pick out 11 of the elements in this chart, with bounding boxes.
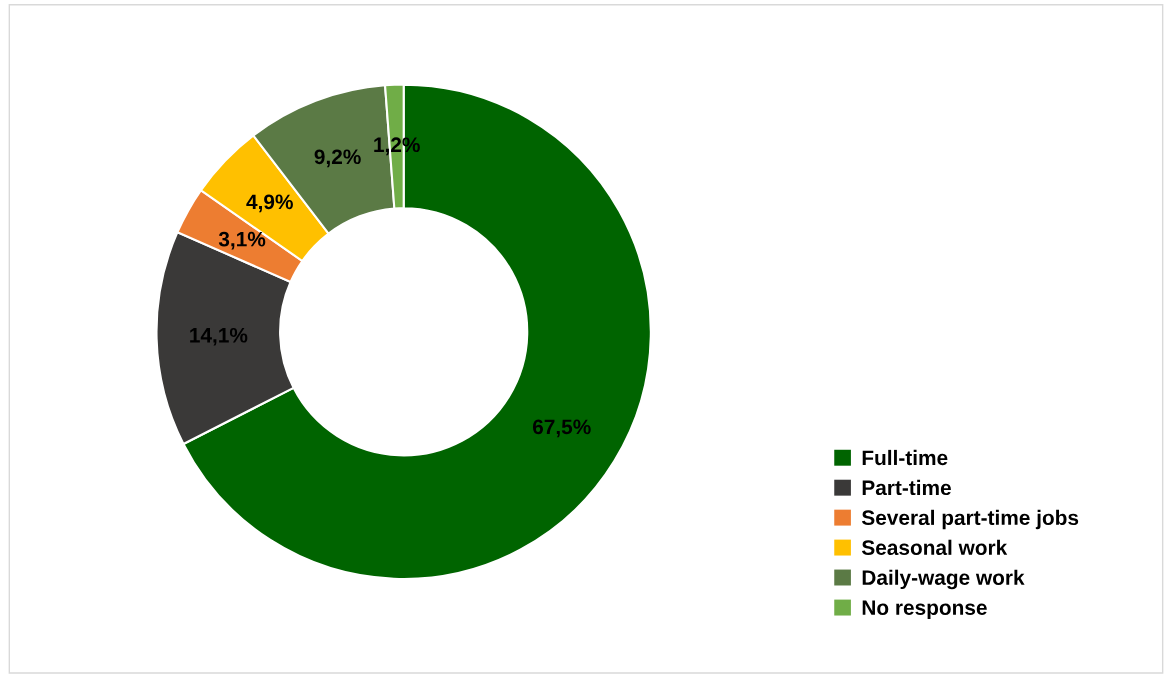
legend-label: Part-time: [862, 479, 951, 496]
legend-label: No response: [862, 600, 987, 620]
data-label: 67,5%: [532, 419, 591, 438]
data-label: 14,1%: [190, 327, 248, 346]
data-label: 4,9%: [246, 194, 293, 213]
data-label: 9,2%: [314, 149, 361, 168]
data-label: 3,1%: [218, 231, 266, 250]
legend-label: Seasonal work: [861, 539, 1008, 556]
legend-label: Daily-wage work: [862, 569, 1025, 590]
legend-label: Several part-time jobs: [861, 509, 1079, 530]
legend-label: Full-time: [862, 449, 948, 466]
